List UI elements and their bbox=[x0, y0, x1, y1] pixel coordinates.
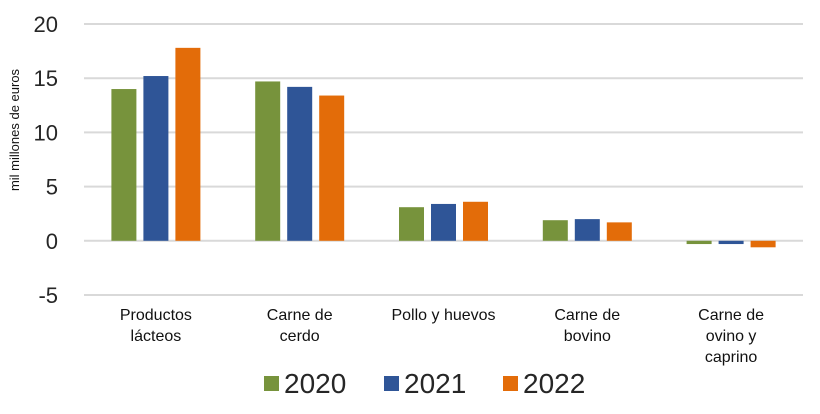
bar-2021 bbox=[574, 219, 600, 241]
bar-2020 bbox=[399, 207, 424, 241]
bar-2022 bbox=[606, 222, 632, 241]
bar-2022 bbox=[175, 47, 201, 241]
y-tick-label: 10 bbox=[34, 120, 58, 145]
x-category-label: Carne de cerdo bbox=[267, 307, 333, 345]
legend: 2020 2021 2022 bbox=[264, 368, 585, 399]
bar-2022 bbox=[319, 95, 345, 241]
legend-label-2022: 2022 bbox=[523, 368, 585, 399]
legend-label-2021: 2021 bbox=[404, 368, 466, 399]
x-category-label: Pollo y huevos bbox=[391, 307, 495, 324]
x-category-label: Productos lácteos bbox=[120, 307, 192, 345]
legend-swatch-2021 bbox=[384, 376, 399, 391]
legend-label-2020: 2020 bbox=[284, 368, 346, 399]
bar-2022 bbox=[463, 201, 488, 241]
legend-swatch-2020 bbox=[264, 376, 279, 391]
bar-2022 bbox=[750, 240, 776, 248]
bars bbox=[111, 47, 776, 248]
y-tick-label: 20 bbox=[34, 12, 58, 37]
y-tick-label: 0 bbox=[46, 229, 58, 254]
bar-2021 bbox=[718, 240, 744, 245]
x-category-label: Carne de ovino y caprino bbox=[698, 307, 764, 366]
bar-2020 bbox=[111, 89, 137, 241]
y-axis-label: mil millones de euros bbox=[7, 68, 22, 191]
bar-2020 bbox=[686, 240, 712, 245]
y-tick-label: 5 bbox=[46, 175, 58, 200]
bar-2021 bbox=[431, 203, 456, 241]
legend-swatch-2022 bbox=[503, 376, 518, 391]
x-axis-categories: Productos lácteos Carne de cerdo Pollo y hue… bbox=[120, 307, 764, 366]
x-category-label: Carne de bovino bbox=[554, 307, 620, 345]
y-tick-label: -5 bbox=[38, 283, 58, 308]
y-tick-label: 15 bbox=[34, 66, 58, 91]
bar-2021 bbox=[143, 76, 169, 241]
gridlines bbox=[84, 23, 803, 296]
y-axis-ticks: -5 0 5 10 15 20 bbox=[34, 12, 58, 308]
bar-2021 bbox=[287, 86, 313, 241]
bar-2020 bbox=[542, 220, 568, 241]
bar-2020 bbox=[255, 81, 281, 241]
